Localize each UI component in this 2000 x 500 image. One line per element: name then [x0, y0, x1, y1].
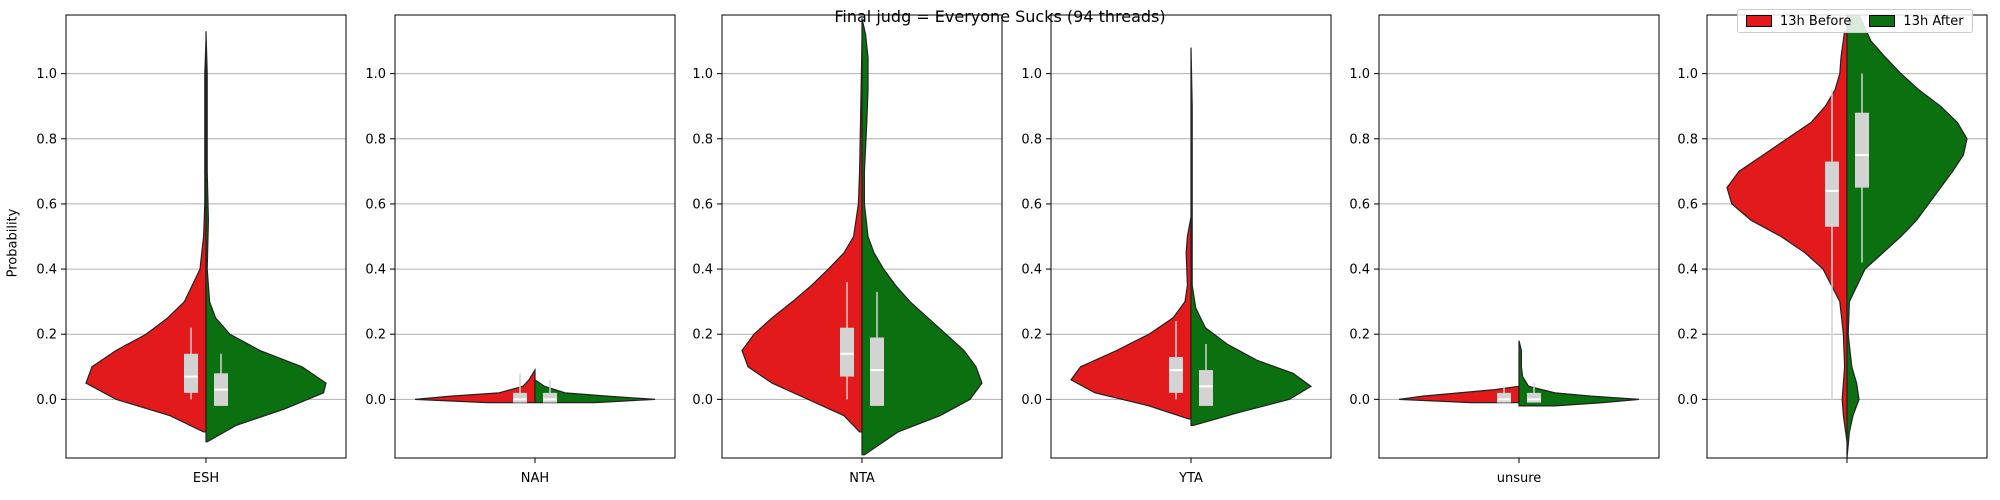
panel-plot-area — [1398, 340, 1640, 407]
box-before — [184, 353, 198, 393]
violin-before — [1070, 216, 1192, 420]
legend-entry-before: 13h Before — [1746, 14, 1851, 29]
x-tick-label: NTA — [849, 471, 875, 486]
legend-label-after: 13h After — [1903, 13, 1964, 29]
y-tick-label: 0.0 — [365, 393, 386, 408]
panel-plot-area — [85, 31, 327, 443]
y-tick-label: 0.2 — [1677, 328, 1698, 343]
y-tick-label: 0.8 — [36, 132, 57, 147]
violin-after — [534, 378, 656, 404]
y-tick-label: 1.0 — [1021, 67, 1042, 82]
y-tick-label: 0.4 — [1349, 263, 1370, 278]
panel-plot-area — [414, 367, 656, 404]
violin-after — [1190, 47, 1313, 427]
y-tick-label: 0.6 — [365, 197, 386, 212]
legend-entry-after: 13h After — [1869, 13, 1964, 29]
violin-before — [85, 41, 207, 433]
violin-after — [205, 31, 327, 443]
y-tick-label: 0.8 — [365, 132, 386, 147]
legend-label-before: 13h Before — [1780, 13, 1852, 29]
legend-swatch-before — [1746, 15, 1772, 27]
panel-NAH: 0.0 0.2 0.4 0.6 0.8 1.0 NAH — [365, 14, 676, 486]
chart-title: Final judg = Everyone Sucks (94 threads) — [834, 7, 1166, 26]
violin-before — [741, 41, 863, 433]
panel-plot-area — [741, 18, 983, 456]
panel-unsure: 0.0 0.2 0.4 0.6 0.8 1.0 unsure — [1349, 14, 1660, 486]
y-tick-label: 0.0 — [36, 393, 57, 408]
box-before — [1497, 392, 1511, 403]
box-after — [870, 337, 884, 406]
y-tick-label: 0.6 — [692, 197, 713, 212]
y-tick-label: 0.6 — [1021, 197, 1042, 212]
violin-after — [861, 18, 983, 456]
panel-unlabeled: 0.0 0.2 0.4 0.6 0.8 1.0 — [1677, 14, 1988, 463]
box-before — [1169, 357, 1183, 393]
y-tick-label: 0.8 — [1349, 132, 1370, 147]
violin-before — [1398, 385, 1520, 404]
y-tick-label: 0.6 — [36, 197, 57, 212]
box-before — [513, 392, 527, 403]
y-tick-label: 0.8 — [692, 132, 713, 147]
y-tick-label: 0.0 — [1349, 393, 1370, 408]
y-tick-label: 0.4 — [1677, 263, 1698, 278]
y-tick-label: 1.0 — [1349, 67, 1370, 82]
x-tick-label: ESH — [193, 471, 219, 486]
panel-NTA: 0.0 0.2 0.4 0.6 0.8 1.0 NTA — [692, 14, 1003, 486]
panel-plot-area — [1070, 47, 1313, 427]
y-axis-label: Probability — [5, 208, 21, 278]
x-tick-label: YTA — [1178, 471, 1203, 486]
y-tick-label: 0.4 — [692, 263, 713, 278]
y-tick-label: 0.8 — [1021, 132, 1042, 147]
panel-YTA: 0.0 0.2 0.4 0.6 0.8 1.0 YTA — [1021, 14, 1332, 486]
y-tick-label: 0.0 — [692, 393, 713, 408]
x-tick-label: NAH — [521, 471, 549, 486]
violin-after — [1846, 15, 1968, 458]
box-before — [840, 327, 854, 377]
panel-plot-area — [1726, 15, 1968, 458]
y-tick-label: 0.2 — [1021, 328, 1042, 343]
legend: 13h Before 13h After — [1737, 9, 1973, 33]
y-tick-label: 0.2 — [692, 328, 713, 343]
box-after — [543, 392, 557, 403]
violin-before — [1726, 30, 1848, 442]
y-tick-label: 1.0 — [365, 67, 386, 82]
y-tick-label: 1.0 — [692, 67, 713, 82]
y-tick-label: 1.0 — [1677, 67, 1698, 82]
y-tick-label: 0.2 — [365, 328, 386, 343]
y-tick-label: 0.8 — [1677, 132, 1698, 147]
y-tick-label: 0.6 — [1677, 197, 1698, 212]
y-tick-label: 0.4 — [1021, 263, 1042, 278]
box-after — [1855, 112, 1869, 188]
y-tick-label: 0.0 — [1021, 393, 1042, 408]
box-after — [1199, 370, 1213, 406]
y-tick-label: 0.6 — [1349, 197, 1370, 212]
panel-ESH: 0.0 0.2 0.4 0.6 0.8 1.0 ESH — [36, 14, 347, 486]
y-tick-label: 1.0 — [36, 67, 57, 82]
y-tick-label: 0.4 — [36, 263, 57, 278]
legend-swatch-after — [1869, 15, 1896, 27]
y-tick-label: 0.2 — [1349, 328, 1370, 343]
violin-before — [414, 367, 536, 404]
x-tick-label: unsure — [1497, 471, 1542, 486]
box-before — [1825, 161, 1839, 227]
y-tick-label: 0.2 — [36, 328, 57, 343]
box-after — [1527, 392, 1541, 403]
y-tick-label: 0.0 — [1677, 393, 1698, 408]
y-tick-label: 0.4 — [365, 263, 386, 278]
